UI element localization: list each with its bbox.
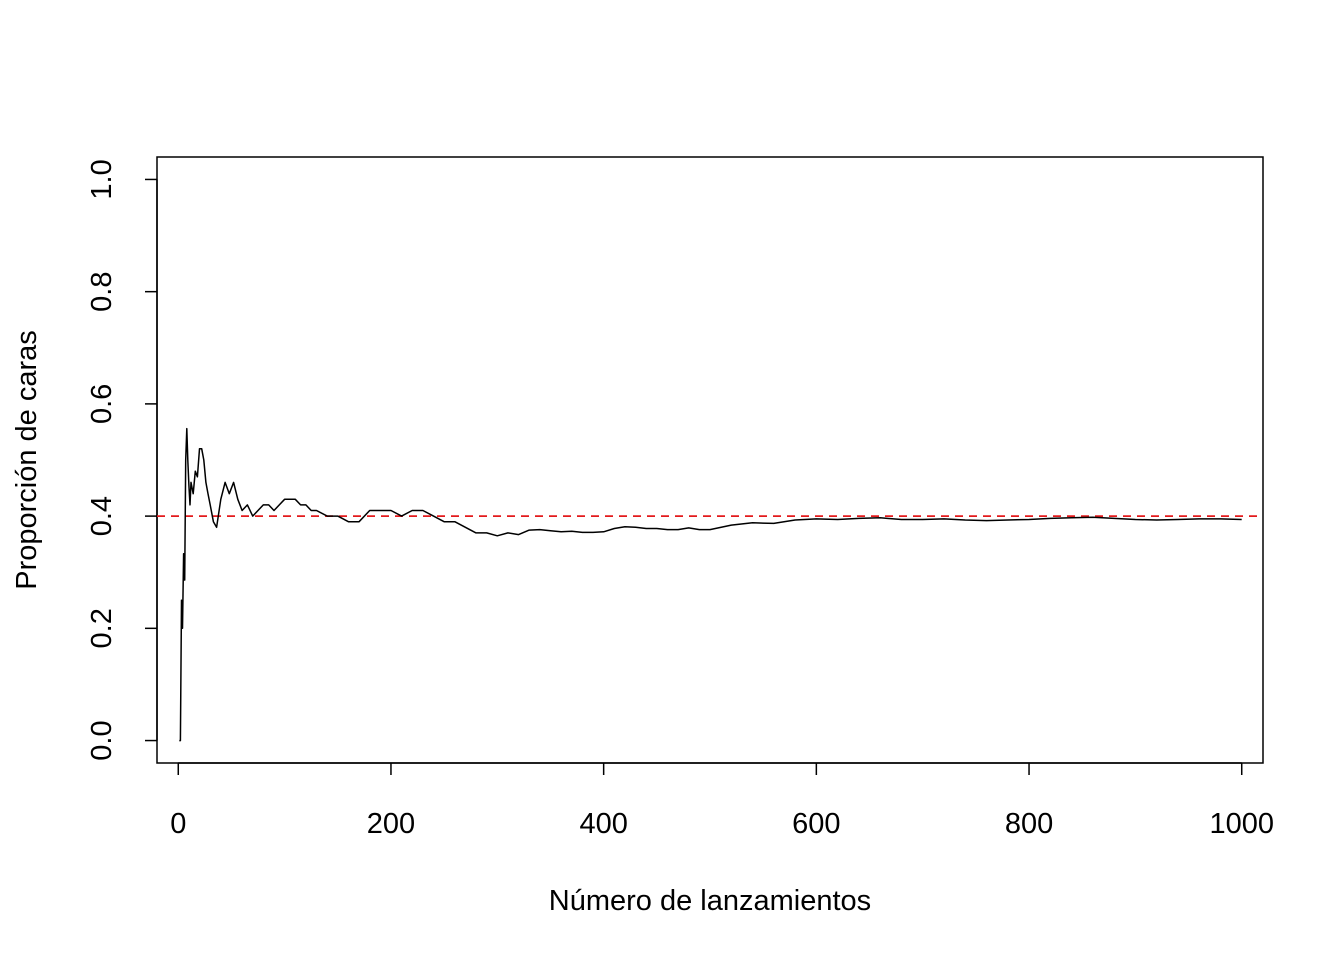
series-line bbox=[179, 427, 1242, 742]
x-tick-label: 600 bbox=[792, 808, 840, 840]
x-axis: 0 200 400 600 800 1000 bbox=[170, 762, 1274, 840]
x-tick-label: 400 bbox=[579, 808, 627, 840]
y-tick-label: 0.8 bbox=[86, 272, 118, 312]
y-tick-label: 0.4 bbox=[86, 496, 118, 536]
y-axis: 0.0 0.2 0.4 0.6 0.8 1.0 bbox=[86, 159, 158, 761]
plot-box bbox=[156, 156, 1264, 764]
x-axis-title: Número de lanzamientos bbox=[549, 885, 871, 917]
y-tick-label: 0.2 bbox=[86, 608, 118, 648]
y-tick-label: 0.0 bbox=[86, 720, 118, 760]
y-tick-label: 0.6 bbox=[86, 384, 118, 424]
x-tick-label: 1000 bbox=[1209, 808, 1274, 840]
y-axis-title: Proporción de caras bbox=[11, 330, 43, 590]
x-tick-label: 200 bbox=[367, 808, 415, 840]
y-tick-label: 1.0 bbox=[86, 159, 118, 199]
x-tick-label: 800 bbox=[1005, 808, 1053, 840]
x-tick-label: 0 bbox=[170, 808, 186, 840]
